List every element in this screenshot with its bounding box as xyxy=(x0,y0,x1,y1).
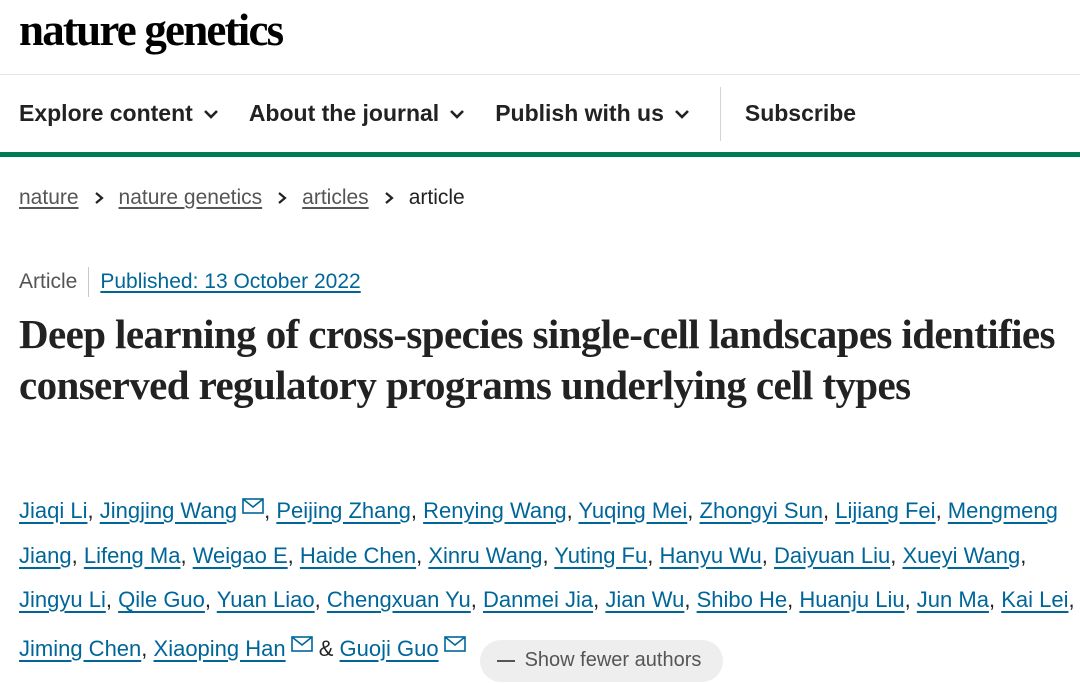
nav-explore-content[interactable]: Explore content xyxy=(19,100,219,127)
author-link[interactable]: Jiaqi Li xyxy=(19,498,88,523)
author-link[interactable]: Haide Chen xyxy=(299,542,417,568)
author-link[interactable]: Yuqing Mei xyxy=(578,498,688,523)
author-link[interactable]: Xiaoping Han xyxy=(153,635,286,661)
author-link[interactable]: Chengxuan Yu xyxy=(326,587,471,612)
article-type: Article xyxy=(19,270,78,293)
author-link[interactable]: Jingyu Li xyxy=(19,587,106,612)
author-link[interactable]: Shibo He xyxy=(696,587,788,612)
breadcrumb-articles[interactable]: articles xyxy=(302,186,369,209)
published-date-link[interactable]: Published: 13 October 2022 xyxy=(100,270,361,293)
author-link[interactable]: Lifeng Ma xyxy=(83,542,181,568)
email-icon[interactable] xyxy=(443,623,466,652)
author-link[interactable]: Daiyuan Liu xyxy=(774,542,891,568)
nav-item-label: Publish with us xyxy=(495,100,664,126)
author-link[interactable]: Peijing Zhang xyxy=(276,498,411,523)
author-link[interactable]: Jian Wu xyxy=(605,587,685,612)
article-title: Deep learning of cross-species single-ce… xyxy=(19,311,1055,408)
subscribe-label: Subscribe xyxy=(744,100,857,126)
author-link[interactable]: Guoji Guo xyxy=(339,635,439,661)
author-link[interactable]: Hanyu Wu xyxy=(659,542,762,568)
minus-icon xyxy=(496,659,515,662)
show-fewer-authors-button[interactable]: Show fewer authors xyxy=(479,639,724,682)
nav-publish-with-us[interactable]: Publish with us xyxy=(495,100,690,127)
chevron-right-icon xyxy=(94,192,104,204)
email-icon[interactable] xyxy=(242,485,264,514)
author-link[interactable]: Xueyi Wang xyxy=(902,542,1021,568)
author-link[interactable]: Mengmeng Jiang xyxy=(19,498,1058,568)
nav-divider xyxy=(719,86,721,141)
article-meta: Article Published: 13 October 2022 xyxy=(19,267,361,297)
author-link[interactable]: Qile Guo xyxy=(118,587,205,612)
main-nav: Explore content About the journal Publis… xyxy=(0,75,1080,157)
chevron-right-icon xyxy=(278,192,287,204)
author-link[interactable]: Jingjing Wang xyxy=(99,498,238,523)
breadcrumb-nature-genetics[interactable]: nature genetics xyxy=(118,186,263,209)
journal-logo[interactable]: nature genetics xyxy=(19,5,284,55)
chevron-down-icon xyxy=(203,109,218,119)
nav-about-journal[interactable]: About the journal xyxy=(249,100,465,127)
author-link[interactable]: Kai Lei xyxy=(1001,587,1069,612)
breadcrumb: nature nature genetics articles article xyxy=(19,186,465,210)
author-link[interactable]: Jun Ma xyxy=(916,587,989,612)
chevron-down-icon xyxy=(674,109,689,119)
author-link[interactable]: Lijiang Fei xyxy=(835,498,936,523)
author-link[interactable]: Xinru Wang xyxy=(428,542,543,568)
author-link[interactable]: Huanju Liu xyxy=(799,587,905,612)
breadcrumb-nature[interactable]: nature xyxy=(19,186,79,209)
author-list: Jiaqi Li, Jingjing Wang, Peijing Zhang, … xyxy=(19,485,1079,682)
email-icon[interactable] xyxy=(290,623,313,652)
nav-item-label: About the journal xyxy=(248,100,440,126)
author-link[interactable]: Jiming Chen xyxy=(19,635,142,661)
author-link[interactable]: Renying Wang xyxy=(423,498,567,523)
breadcrumb-current: article xyxy=(408,186,465,209)
author-link[interactable]: Zhongyi Sun xyxy=(699,498,824,523)
header-logo-bar: nature genetics xyxy=(0,0,1080,75)
chevron-right-icon xyxy=(384,192,394,204)
author-link[interactable]: Weigao E xyxy=(192,542,288,568)
nav-item-label: Explore content xyxy=(19,100,193,126)
author-link[interactable]: Danmei Jia xyxy=(483,587,594,612)
show-fewer-label: Show fewer authors xyxy=(524,649,702,672)
author-link[interactable]: Yuan Liao xyxy=(216,587,315,612)
chevron-down-icon xyxy=(450,109,465,119)
author-link[interactable]: Yuting Fu xyxy=(554,542,648,568)
subscribe-link[interactable]: Subscribe xyxy=(745,100,856,127)
meta-divider xyxy=(88,267,90,297)
